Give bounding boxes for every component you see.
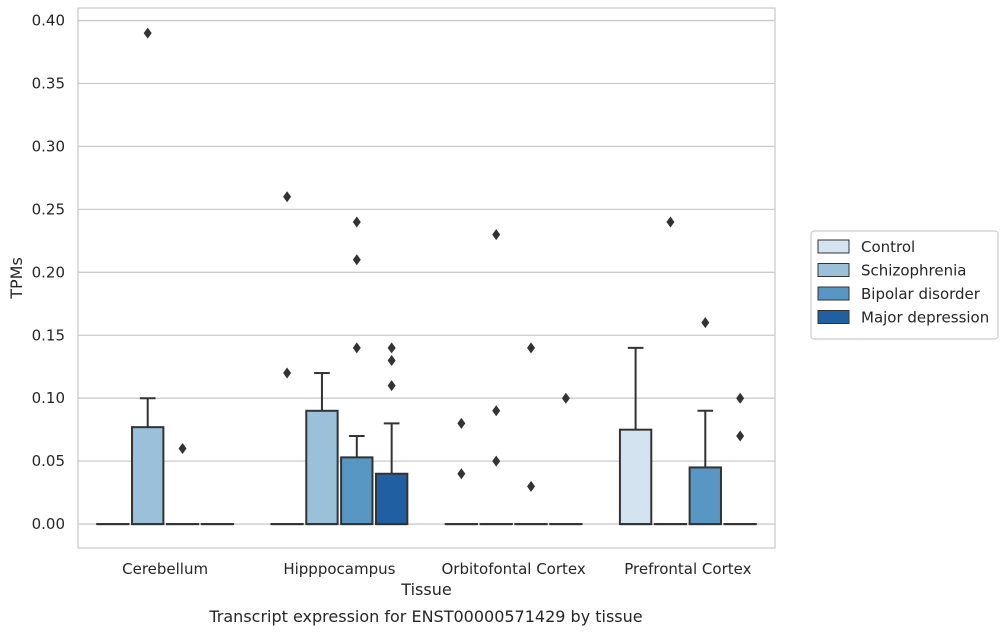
outlier-point: [283, 367, 292, 379]
y-tick-labels: 0.00 0.05 0.10 0.15 0.20 0.25 0.30 0.35 0.40: [32, 12, 65, 533]
legend-label: Bipolar disorder: [861, 285, 981, 303]
outlier-point: [561, 392, 570, 404]
legend-label: Major depression: [861, 309, 989, 327]
x-tick-label: Hipppocampus: [283, 560, 395, 578]
legend: Control Schizophrenia Bipolar disorder Majo…: [810, 230, 999, 340]
outlier-point: [666, 216, 675, 228]
outlier-point: [178, 443, 187, 455]
box: [688, 466, 722, 526]
y-tick-label: 0.40: [32, 12, 65, 30]
y-tick-label: 0.25: [32, 200, 65, 218]
outlier-point: [387, 342, 396, 354]
outlier-point: [283, 191, 292, 203]
legend-swatch: [817, 263, 850, 277]
outlier-point: [143, 27, 152, 39]
outlier-point: [527, 480, 536, 492]
grid-lines: [78, 19, 775, 525]
legend-swatch: [817, 286, 850, 301]
box-bipolar-disorder: [688, 409, 722, 526]
box-schizophrenia: [305, 372, 339, 526]
legend-box: [810, 230, 999, 340]
y-tick-label: 0.30: [32, 137, 65, 155]
y-tick-label: 0.15: [32, 326, 65, 344]
outlier-point: [352, 216, 361, 228]
outlier-points: [143, 27, 745, 492]
outlier-point: [736, 392, 745, 404]
outlier-point: [387, 380, 396, 392]
outlier-point: [387, 354, 396, 366]
outlier-point: [457, 468, 466, 480]
outlier-point: [492, 229, 501, 241]
box-plots: [96, 346, 757, 526]
box: [374, 472, 409, 526]
legend-label: Schizophrenia: [861, 262, 966, 280]
box: [131, 426, 165, 526]
box: [618, 428, 653, 526]
x-tick-label: Cerebellum: [122, 560, 208, 578]
outlier-point: [352, 254, 361, 266]
legend-label: Control: [861, 238, 915, 256]
x-tick-label: Orbitofontal Cortex: [442, 560, 586, 578]
box-major-depression: [374, 422, 409, 526]
x-tick-label: Prefrontal Cortex: [624, 560, 751, 578]
outlier-point: [736, 430, 745, 442]
plot-frame: [77, 7, 776, 549]
box-bipolar-disorder: [340, 434, 374, 526]
chart-caption: Transcript expression for ENST0000057142…: [208, 607, 642, 626]
x-tick-labels: Cerebellum Hipppocampus Orbitofontal Corte…: [122, 560, 751, 578]
box-control: [618, 346, 653, 526]
x-axis-label: Tissue: [400, 580, 451, 599]
y-tick-label: 0.10: [32, 389, 65, 407]
y-tick-label: 0.35: [32, 75, 65, 93]
outlier-point: [701, 317, 710, 329]
box-schizophrenia: [131, 397, 165, 526]
y-tick-label: 0.05: [32, 452, 65, 470]
y-tick-label: 0.20: [32, 263, 65, 281]
outlier-point: [457, 417, 466, 429]
outlier-point: [492, 455, 501, 467]
box: [305, 409, 339, 526]
legend-swatch: [817, 310, 850, 324]
box: [340, 456, 374, 526]
legend-swatch: [817, 239, 850, 254]
outlier-point: [492, 405, 501, 417]
y-tick-label: 0.00: [32, 515, 65, 533]
y-axis-label: TPMs: [7, 257, 26, 300]
outlier-point: [527, 342, 536, 354]
outlier-point: [352, 342, 361, 354]
